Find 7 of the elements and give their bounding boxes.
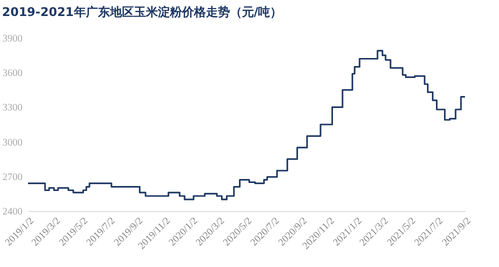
y-tick-label: 2400 <box>2 206 22 218</box>
y-tick-label: 2700 <box>2 172 22 183</box>
chart-title: 2019-2021年广东地区玉米淀粉价格走势（元/吨） <box>2 5 282 19</box>
y-tick-label: 3900 <box>2 34 22 44</box>
y-tick-label: 3600 <box>2 68 22 80</box>
y-tick-label: 3000 <box>2 137 22 148</box>
y-tick-label: 3300 <box>2 102 22 114</box>
